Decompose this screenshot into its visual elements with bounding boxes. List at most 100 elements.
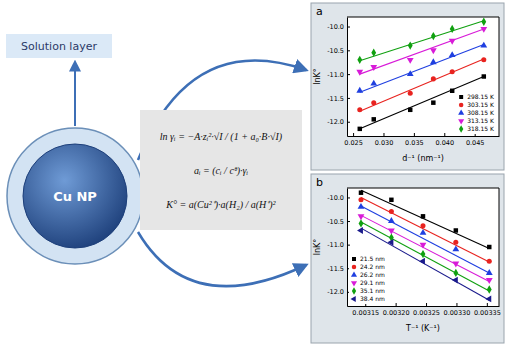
- data-point: [453, 240, 458, 245]
- x-tick: 0.00325: [413, 303, 440, 317]
- legend-marker: [352, 287, 356, 294]
- data-point: [358, 203, 365, 209]
- x-tick-mark: [414, 133, 415, 136]
- x-tick-mark: [487, 303, 488, 306]
- data-point: [370, 80, 377, 86]
- x-tick: 0.00335: [474, 303, 501, 317]
- data-point: [482, 74, 486, 78]
- x-tick-label: 0.00330: [443, 309, 470, 317]
- data-point: [357, 56, 362, 64]
- data-point: [421, 214, 425, 218]
- y-tick-mark: [347, 50, 350, 51]
- y-tick: -12.0: [327, 118, 350, 126]
- legend-marker: [458, 109, 464, 114]
- y-tick: -10.0: [327, 23, 350, 31]
- x-tick: 0.045: [466, 133, 485, 147]
- data-point: [371, 49, 376, 57]
- y-axis-line: [347, 18, 348, 137]
- legend-marker: [351, 281, 357, 286]
- y-tick: -10.5: [327, 218, 350, 226]
- data-point: [480, 42, 487, 48]
- data-point: [372, 117, 376, 121]
- data-point: [359, 190, 363, 194]
- y-tick: -11.0: [327, 241, 350, 249]
- data-point: [421, 250, 426, 258]
- x-axis-line: [348, 136, 500, 137]
- legend-label: 24.2 nm: [360, 263, 385, 270]
- y-axis: -12.0-11.5-11.0-10.5-10.0: [327, 189, 350, 307]
- nanoparticle: [23, 144, 127, 248]
- x-axis: 0.003150.003200.003250.003300.00335: [348, 303, 501, 317]
- x-axis-title: d⁻¹ (nm⁻¹): [402, 154, 444, 163]
- x-tick-label: 0.00320: [383, 309, 410, 317]
- legend-marker: [458, 119, 464, 124]
- data-point: [452, 245, 459, 251]
- legend-background: [456, 91, 497, 134]
- legend-label: 313.15 K: [467, 117, 495, 124]
- fit-line: [361, 228, 489, 300]
- x-tick: 0.00320: [383, 303, 410, 317]
- y-tick-label: -12.0: [327, 118, 344, 126]
- data-point: [450, 69, 455, 74]
- x-tick-label: 0.045: [466, 139, 485, 147]
- legend-label: 35.1 nm: [360, 287, 385, 294]
- y-tick-label: -10.0: [327, 23, 344, 31]
- y-tick-label: -11.0: [327, 241, 344, 249]
- solution-layer-box: [6, 34, 112, 58]
- legend-background: [349, 253, 388, 304]
- x-tick-mark: [444, 133, 445, 136]
- legend-marker: [352, 265, 357, 270]
- data-point: [408, 91, 413, 96]
- fit-line: [361, 197, 489, 262]
- legend-label: 308.15 K: [467, 109, 495, 116]
- data-point: [357, 227, 363, 234]
- x-tick-label: 0.030: [375, 139, 394, 147]
- particle-label: Cu NP: [53, 189, 97, 204]
- legend-label: 29.1 nm: [360, 279, 385, 286]
- legend-marker: [459, 103, 464, 108]
- legend-label: 303.15 K: [467, 101, 495, 108]
- y-axis-line: [347, 189, 348, 307]
- y-tick-label: -10.5: [327, 218, 344, 226]
- data-layer: [357, 190, 493, 302]
- data-point: [430, 58, 437, 64]
- y-tick: -12.0: [327, 288, 350, 296]
- data-point: [356, 70, 363, 76]
- panel-background: [311, 3, 504, 170]
- equation: K° = a(Cu²⁺)·a(H₂) / a(H⁺)²: [165, 199, 276, 211]
- equation: aᵢ = (cᵢ / cᶿ)·γᵢ: [194, 165, 249, 177]
- y-tick-mark: [347, 245, 350, 246]
- x-axis: 0.0250.0300.0350.0400.045: [344, 133, 499, 147]
- data-point: [487, 245, 491, 249]
- data-point: [408, 108, 412, 112]
- plot-frame: [347, 17, 499, 136]
- legend-marker: [459, 95, 463, 99]
- data-point: [431, 100, 435, 104]
- figure: Solution layer Cu NP ln γᵢ = −A·zᵢ²·√I / (…: [0, 0, 507, 346]
- data-point: [480, 27, 487, 33]
- fit-line: [361, 222, 489, 291]
- legend: 298.15 K303.15 K308.15 K313.15 K318.15 K: [456, 91, 497, 134]
- arrow: [74, 62, 76, 126]
- x-tick-label: 0.035: [405, 139, 424, 147]
- y-tick-mark: [347, 221, 350, 222]
- solution-layer-label: Solution layer: [21, 40, 97, 53]
- y-tick: -11.5: [327, 265, 350, 273]
- y-tick-mark: [347, 197, 350, 198]
- legend-label: 21.5 nm: [360, 255, 385, 262]
- fit-line: [361, 215, 489, 281]
- data-point: [481, 18, 486, 26]
- y-tick-label: -12.0: [327, 288, 344, 296]
- x-tick-label: 0.025: [344, 139, 363, 147]
- y-tick-label: -11.5: [327, 95, 344, 103]
- legend-label: 38.4 nm: [360, 295, 385, 302]
- y-tick-mark: [347, 27, 350, 28]
- data-point: [407, 58, 414, 64]
- equation: ln γᵢ = −A·zᵢ²·√I / (1 + a₀·B·√I): [160, 131, 283, 143]
- data-point: [389, 209, 394, 214]
- data-point: [450, 25, 455, 33]
- legend-label: 298.15 K: [467, 93, 495, 100]
- data-point: [356, 87, 363, 93]
- data-point: [453, 269, 458, 277]
- x-tick-mark: [426, 303, 427, 306]
